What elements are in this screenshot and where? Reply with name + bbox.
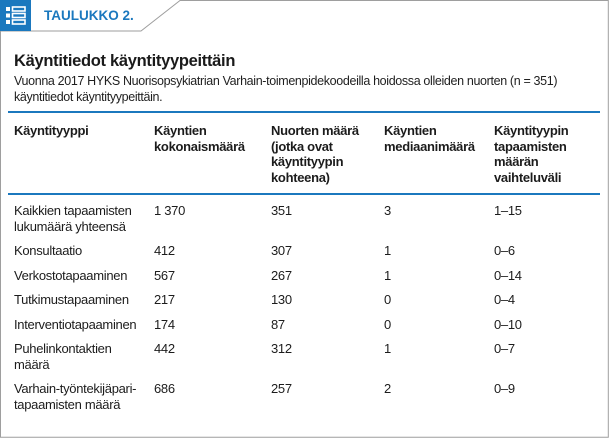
table-row: Kaikkien tapaamisten lukumäärä yhteensä …	[8, 194, 600, 239]
cell-range: 0–9	[494, 381, 515, 396]
cell-median: 0	[384, 316, 391, 332]
cell-youth-count: 130	[271, 292, 292, 307]
divider-rule-top	[8, 111, 600, 113]
cell-total-visits: 174	[154, 316, 175, 332]
column-header-total-visits: Käyntien kokonaismäärä	[154, 113, 271, 195]
table-row: Verkostotapaaminen 567 267 1 0–14	[8, 264, 600, 289]
cell-range: 0–6	[494, 243, 515, 258]
cell-total-visits: 442	[154, 341, 175, 356]
column-header-visit-type: Käyntityyppi	[8, 113, 154, 195]
table-row: Varhain-työntekijäpari- tapaamisten määr…	[8, 377, 600, 417]
cell-visit-type: Verkostotapaaminen	[14, 267, 128, 283]
cell-visit-type: Kaikkien tapaamisten lukumäärä yhteensä	[14, 203, 132, 234]
cell-median: 1	[384, 243, 391, 258]
table-row: Tutkimustapaaminen 217 130 0 0–4	[8, 288, 600, 313]
cell-median: 0	[384, 292, 391, 307]
cell-total-visits: 412	[154, 243, 175, 258]
cell-total-visits: 217	[154, 292, 175, 307]
cell-total-visits: 1 370	[154, 203, 186, 218]
table-caption: Vuonna 2017 HYKS Nuorisopsykiatrian Varh…	[14, 74, 558, 104]
cell-youth-count: 87	[271, 316, 285, 332]
cell-total-visits: 567	[154, 267, 175, 283]
cell-visit-type: Tutkimustapaaminen	[14, 292, 129, 307]
cell-range: 0–7	[494, 341, 515, 356]
cell-youth-count: 351	[271, 203, 292, 218]
visit-data-table: Käyntityyppi Käyntien kokonaismäärä Nuor…	[8, 113, 600, 417]
header-row: Käyntityyppi Käyntien kokonaismäärä Nuor…	[8, 113, 600, 195]
cell-visit-type: Puhelinkontaktien määrä	[14, 341, 112, 372]
table-row: Konsultaatio 412 307 1 0–6	[8, 239, 600, 264]
cell-median: 1	[384, 267, 391, 283]
column-header-range: Käyntityypin tapaamisten määrän vaihtelu…	[494, 113, 600, 195]
cell-visit-type: Varhain-työntekijäpari- tapaamisten määr…	[14, 381, 137, 412]
cell-visit-type: Konsultaatio	[14, 243, 82, 258]
table-list-icon	[0, 0, 31, 31]
cell-youth-count: 312	[271, 341, 292, 356]
cell-median: 2	[384, 381, 391, 396]
cell-range: 0–14	[494, 267, 522, 283]
table-row: Puhelinkontaktien määrä 442 312 1 0–7	[8, 337, 600, 377]
cell-median: 3	[384, 203, 391, 218]
cell-youth-count: 267	[271, 267, 292, 283]
cell-youth-count: 307	[271, 243, 292, 258]
cell-total-visits: 686	[154, 381, 175, 396]
cell-range: 0–4	[494, 292, 515, 307]
cell-range: 1–15	[494, 203, 522, 218]
cell-visit-type: Interventiotapaaminen	[14, 316, 137, 332]
cell-range: 0–10	[494, 316, 522, 332]
table-number-label: TAULUKKO 2.	[44, 8, 134, 23]
table-title: Käyntitiedot käyntityypeittäin	[14, 52, 236, 70]
cell-median: 1	[384, 341, 391, 356]
figure-content: Käyntitiedot käyntityypeittäin Vuonna 20…	[8, 52, 600, 417]
column-header-median: Käyntien mediaanimäärä	[384, 113, 494, 195]
cell-youth-count: 257	[271, 381, 292, 396]
table-row: Interventiotapaaminen 174 87 0 0–10	[8, 313, 600, 338]
column-header-youth-count: Nuorten määrä (jotka ovat käyntityypin k…	[271, 113, 384, 195]
